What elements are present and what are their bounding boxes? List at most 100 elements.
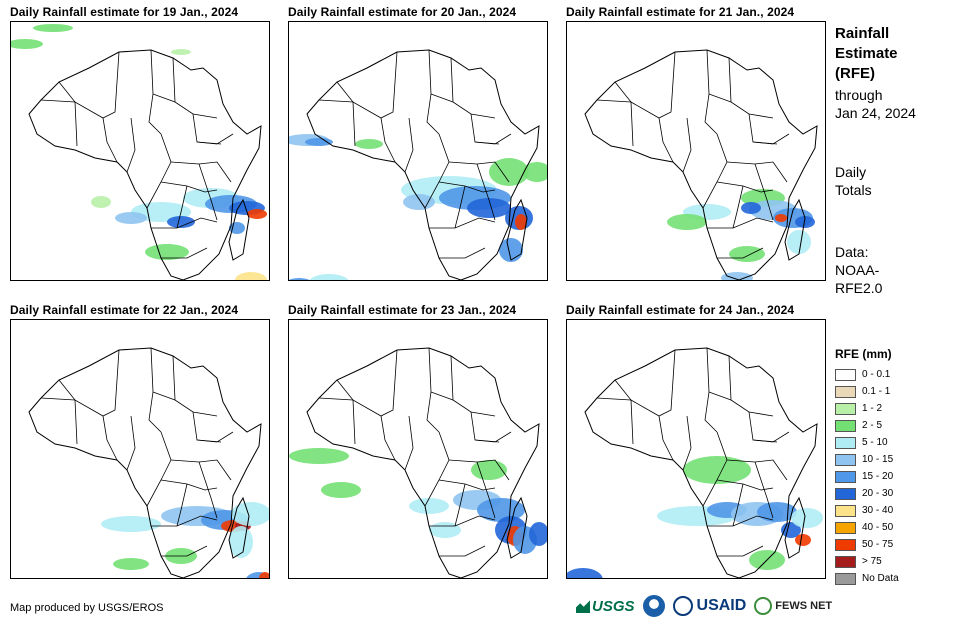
rainfall-area [683,456,751,484]
rainfall-area [113,558,149,570]
legend-swatch [835,521,856,534]
rainfall-area [115,212,147,224]
country-border [438,479,496,491]
rainfall-area [145,244,189,260]
rainfall-area [289,278,310,280]
country-border [450,355,496,417]
legend-item: 0.1 - 1 [835,383,899,400]
rainfall-area [235,272,267,280]
legend-title: RFE (mm) [835,347,892,361]
country-border [429,217,496,229]
africa-coastline [584,49,818,280]
rainfall-area [787,230,811,254]
map-panel-1: Daily Rainfall estimate for 19 Jan., 202… [10,5,272,297]
legend-item: 20 - 30 [835,485,899,502]
rainfall-area [259,572,269,578]
madagascar-outline [784,198,806,261]
country-border [336,81,356,147]
country-border [658,117,674,163]
country-border [708,93,732,103]
country-border [717,545,764,557]
map-panel-4: Daily Rainfall estimate for 22 Jan., 202… [10,303,272,595]
country-border [404,117,414,173]
country-border [380,117,396,163]
legend-item: 30 - 40 [835,502,899,519]
panel-title: Daily Rainfall estimate for 23 Jan., 202… [288,303,517,317]
title-line: (RFE) [835,65,875,82]
country-border [702,431,728,507]
rainfall-area [231,502,269,526]
rainfall-area [489,158,529,186]
rainfall-area [467,198,511,218]
africa-land [307,348,539,578]
daily-line: Totals [835,182,872,198]
country-border [170,161,232,183]
country-border [146,431,172,507]
country-border [151,515,218,527]
africa-coastline [306,347,540,578]
africa-land [585,50,817,280]
country-border [102,415,118,461]
legend-label: 0.1 - 1 [862,386,891,397]
country-border [404,415,414,471]
country-border [614,81,634,147]
country-border [732,483,744,527]
rainfall-area [471,460,507,480]
country-border [450,57,496,119]
legend: 0 - 0.1 0.1 - 1 1 - 2 2 - 5 5 - 10 10 - 15 15 … [835,366,899,587]
country-border [424,431,450,507]
country-border [707,515,774,527]
legend-swatch [835,368,856,381]
product-title: Rainfall Estimate (RFE) [835,24,898,84]
country-border [161,247,208,259]
africa-coastline [28,347,262,578]
rainfall-map [288,21,548,281]
country-border [752,133,790,145]
country-border [454,483,466,527]
legend-swatch [835,487,856,500]
country-border [476,163,496,221]
legend-label: 10 - 15 [862,454,894,465]
legend-swatch [835,572,856,585]
country-border [438,181,496,193]
noaa-logo-icon [642,595,665,617]
africa-coastline [584,347,818,578]
through-label: through [835,87,883,103]
data-source: Data: NOAA- RFE2.0 [835,243,882,297]
rainfall-area [741,202,761,214]
country-border [198,163,218,221]
usgs-mark-icon [576,600,590,613]
country-border [707,217,774,229]
legend-swatch [835,453,856,466]
fews-net-icon [754,597,773,615]
rainfall-area [567,568,603,578]
panel-title: Daily Rainfall estimate for 24 Jan., 202… [566,303,795,317]
legend-label: 15 - 20 [862,471,894,482]
rainfall-area [729,246,765,262]
legend-label: 0 - 0.1 [862,369,891,380]
legend-label: 1 - 2 [862,403,883,414]
country-border [148,49,162,135]
country-border [151,217,218,229]
rainfall-area [795,534,811,546]
partner-logos: USGS USAID FEWS NET [576,594,832,618]
country-border [726,459,788,481]
legend-label: 50 - 75 [862,539,894,550]
panel-title: Daily Rainfall estimate for 21 Jan., 202… [566,5,795,19]
daily-line: Daily [835,164,867,180]
country-border [658,415,674,461]
rainfall-area [795,216,815,228]
usaid-seal-icon [672,596,693,616]
country-border [754,163,774,221]
rainfall-area [757,502,797,522]
usgs-logo: USGS [576,598,635,615]
rainfall-map [288,319,548,579]
country-border [102,117,118,163]
rainfall-area [529,522,547,546]
legend-label: > 75 [862,556,882,567]
africa-coastline [28,49,262,280]
country-border [682,415,692,471]
legend-item: 15 - 20 [835,468,899,485]
rainfall-area [429,522,461,538]
country-border [704,49,718,135]
